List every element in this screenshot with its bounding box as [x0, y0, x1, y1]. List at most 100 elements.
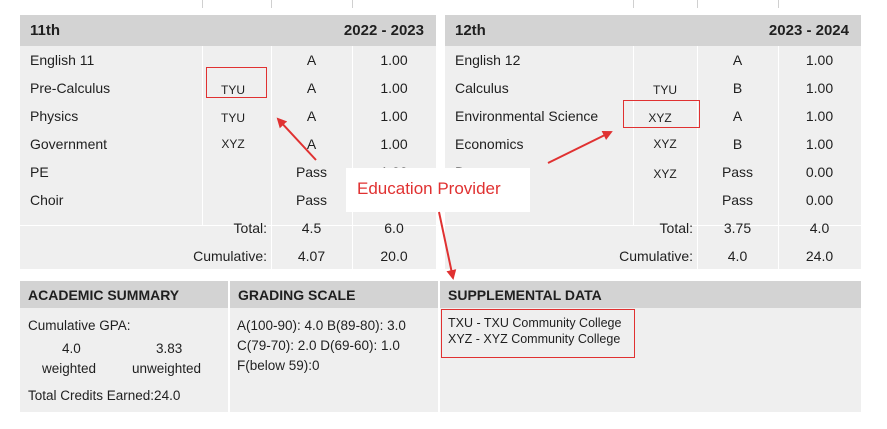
- cumulative-row: Cumulative: 4.0 24.0: [445, 242, 861, 270]
- grading-scale-panel: GRADING SCALE A(100-90): 4.0 B(89-80): 3…: [230, 281, 438, 412]
- course-grade: A: [306, 108, 317, 124]
- total-gpa: 4.5: [301, 220, 322, 236]
- divider: [633, 46, 634, 225]
- annotation-callout: Education Provider: [346, 168, 530, 212]
- supplemental-data-panel: SUPPLEMENTAL DATA TXU - TXU Community Co…: [440, 281, 861, 412]
- cumulative-row: Cumulative: 4.07 20.0: [20, 242, 436, 270]
- divider: [697, 46, 698, 269]
- course-name: English 11: [30, 52, 95, 68]
- course-grade: A: [306, 52, 317, 68]
- cumulative-gpa: 4.07: [297, 248, 326, 264]
- total-credits: 4.0: [809, 220, 830, 236]
- arrow-to-supplemental-data: [438, 211, 457, 280]
- course-credits: 1.00: [380, 52, 408, 68]
- course-name: Physics: [30, 108, 79, 124]
- course-name: English 12: [455, 52, 521, 68]
- cumulative-gpa: 4.0: [727, 248, 748, 264]
- course-provider: TYU: [653, 83, 677, 97]
- divider: [202, 0, 203, 8]
- unweighted-label: unweighted: [132, 361, 202, 376]
- cumulative-label: Cumulative:: [619, 248, 693, 264]
- divider: [20, 225, 436, 226]
- grade11-title: 11th: [30, 22, 61, 39]
- total-row: Total: 3.75 4.0: [445, 214, 861, 242]
- annotation-label: Education Provider: [357, 179, 501, 198]
- table-row: Choir Pass: [20, 186, 436, 214]
- course-grade: A: [306, 136, 317, 152]
- course-name: Government: [30, 136, 108, 152]
- table-row: Economics XYZ B 1.00: [445, 130, 861, 158]
- course-name: PE: [30, 164, 49, 180]
- table-row: Pre-Calculus TYU A 1.00: [20, 74, 436, 102]
- divider: [271, 0, 272, 8]
- course-name: Choir: [30, 192, 64, 208]
- course-provider: XYZ: [221, 137, 245, 151]
- course-grade: Pass: [295, 164, 328, 180]
- total-credits: 6.0: [384, 220, 404, 236]
- course-provider: XYZ: [653, 167, 677, 181]
- cumulative-credits: 24.0: [805, 248, 834, 264]
- divider: [445, 225, 861, 226]
- supplemental-data-title: SUPPLEMENTAL DATA: [448, 287, 602, 303]
- academic-summary-title: ACADEMIC SUMMARY: [28, 287, 180, 303]
- total-label: Total:: [233, 220, 267, 236]
- unweighted-gpa-value: 3.83: [156, 341, 183, 356]
- course-grade: B: [732, 136, 743, 152]
- grading-scale-title: GRADING SCALE: [238, 287, 356, 303]
- weighted-label: weighted: [42, 361, 97, 376]
- course-credits: 1.00: [380, 136, 408, 152]
- grade12-title: 12th: [455, 22, 486, 39]
- arrow-to-physics-provider: [276, 117, 317, 161]
- cumulative-credits: 20.0: [380, 248, 408, 264]
- course-name: Environmental Science: [455, 108, 599, 124]
- total-label: Total:: [659, 220, 693, 236]
- course-credits: 1.00: [380, 108, 408, 124]
- arrow-to-env-science-provider: [547, 131, 613, 164]
- course-provider: XYZ: [653, 137, 677, 151]
- course-credits: 0.00: [805, 192, 834, 208]
- divider: [202, 46, 203, 225]
- grade11-table: 11th 2022 - 2023 English 11 A 1.00 Pre-C…: [20, 15, 436, 269]
- course-provider: XYZ: [648, 111, 672, 125]
- divider: [352, 46, 353, 269]
- course-provider: TYU: [221, 111, 245, 125]
- grade12-table: 12th 2023 - 2024 English 12 A 1.00 Calcu…: [445, 15, 861, 269]
- cumulative-label: Cumulative:: [193, 248, 267, 264]
- course-credits: 1.00: [805, 136, 834, 152]
- divider: [352, 0, 353, 8]
- course-name: Economics: [455, 136, 524, 152]
- course-credits: 1.00: [805, 80, 834, 96]
- course-credits: 1.00: [805, 52, 834, 68]
- course-grade: B: [732, 80, 743, 96]
- course-grade: Pass: [721, 164, 754, 180]
- divider: [778, 0, 779, 8]
- cumulative-gpa-label: Cumulative GPA:: [28, 318, 131, 333]
- divider: [697, 0, 698, 8]
- course-grade: Pass: [721, 192, 754, 208]
- course-provider: TYU: [221, 83, 245, 97]
- grading-scale-line: C(79-70): 2.0 D(69-60): 1.0: [237, 338, 400, 353]
- table-row: Environmental Science XYZ A 1.00: [445, 102, 861, 130]
- supplemental-line: TXU - TXU Community College: [448, 316, 622, 330]
- table-row: Pass 0.00: [445, 186, 861, 214]
- course-credits: 1.00: [380, 80, 408, 96]
- total-credits-earned: Total Credits Earned:24.0: [28, 388, 181, 403]
- course-credits: 1.00: [805, 108, 834, 124]
- highlight-box: [623, 100, 700, 128]
- grade11-years: 2022 - 2023: [343, 22, 424, 39]
- course-grade: A: [732, 108, 743, 124]
- table-row: English 12 A 1.00: [445, 46, 861, 74]
- grading-scale-line: F(below 59):0: [237, 358, 320, 373]
- weighted-gpa-value: 4.0: [62, 341, 81, 356]
- course-grade: Pass: [295, 192, 328, 208]
- divider: [633, 0, 634, 8]
- total-gpa: 3.75: [723, 220, 752, 236]
- divider: [271, 46, 272, 269]
- course-grade: A: [732, 52, 743, 68]
- highlight-box: [206, 67, 267, 98]
- table-row: Physics TYU A 1.00: [20, 102, 436, 130]
- table-row: Calculus TYU B 1.00: [445, 74, 861, 102]
- course-name: Calculus: [455, 80, 509, 96]
- grade12-header: 12th 2023 - 2024: [445, 15, 861, 46]
